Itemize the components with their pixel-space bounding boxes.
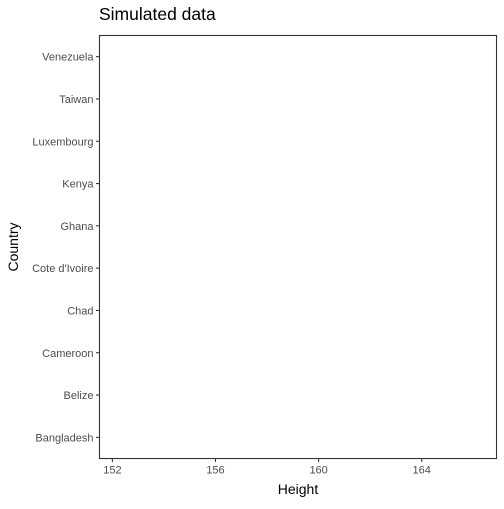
x-tick-label: 160 bbox=[309, 465, 327, 477]
y-tick-label: Venezuela bbox=[42, 52, 94, 64]
y-tick-label: Kenya bbox=[62, 179, 94, 191]
x-axis: 152 156 160 164 bbox=[103, 458, 431, 477]
y-tick-label: Taiwan bbox=[59, 94, 93, 106]
chart-title: Simulated data bbox=[99, 4, 216, 24]
y-tick-label: Bangladesh bbox=[35, 432, 93, 444]
y-tick-label: Chad bbox=[67, 305, 93, 317]
x-tick-label: 156 bbox=[206, 465, 224, 477]
x-axis-title: Height bbox=[278, 481, 319, 497]
y-tick-label: Cote d'Ivoire bbox=[32, 263, 93, 275]
x-tick-label: 164 bbox=[413, 465, 431, 477]
y-axis: Bangladesh Belize Cameroon Chad Cote d'Ivoir… bbox=[32, 52, 100, 444]
y-tick-label: Ghana bbox=[60, 221, 94, 233]
y-tick-label: Belize bbox=[64, 390, 94, 402]
y-tick-label: Luxembourg bbox=[32, 136, 93, 148]
x-tick-label: 152 bbox=[103, 465, 121, 477]
y-axis-title: Country bbox=[5, 222, 21, 271]
y-tick-label: Cameroon bbox=[42, 348, 93, 360]
plot-panel-border bbox=[98, 34, 498, 460]
